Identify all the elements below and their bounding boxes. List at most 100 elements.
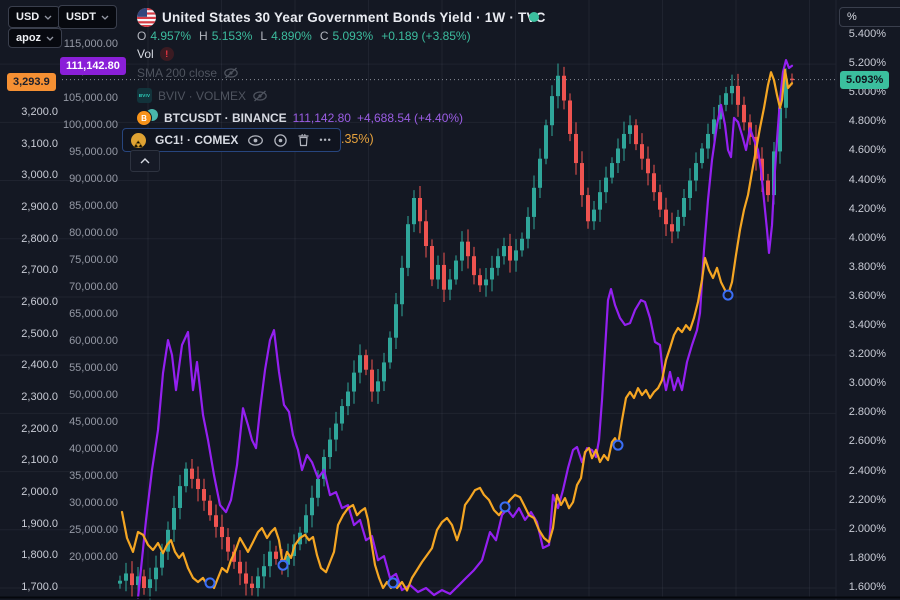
- open-label: O: [137, 29, 147, 43]
- btc-axis-label: 35,000.00: [69, 470, 118, 482]
- btc-axis-label: 20,000.00: [69, 551, 118, 563]
- gc1-partial-change-value: .35%): [341, 132, 374, 146]
- btc-line: [136, 58, 794, 600]
- gold-axis-label: 1,700.0: [21, 581, 58, 593]
- gc1-indicator-toolbar[interactable]: GC1! · COMEX •••: [122, 128, 341, 152]
- data-point-marker[interactable]: [277, 559, 289, 571]
- ohlc-values: O 4.957% H 5.153% L 4.890% C 5.093% +0.189 (…: [137, 29, 471, 43]
- btc-axis-label: 40,000.00: [69, 443, 118, 455]
- pair-dropdown[interactable]: USDT: [58, 5, 117, 29]
- eye-off-icon[interactable]: [252, 89, 268, 103]
- open-value: 4.957%: [150, 29, 192, 43]
- btc-axis-label: 25,000.00: [69, 524, 118, 536]
- volume-label: Vol: [137, 47, 154, 61]
- btc-axis-label: 60,000.00: [69, 335, 118, 347]
- sma-indicator-row[interactable]: SMA 200 close: [137, 66, 239, 80]
- btc-axis-label: 70,000.00: [69, 281, 118, 293]
- gold-line: [120, 68, 794, 592]
- yield-candles: [118, 63, 794, 600]
- more-options-icon[interactable]: •••: [319, 135, 332, 145]
- gold-axis-label: 2,100.0: [21, 454, 58, 467]
- settings-icon[interactable]: [273, 133, 288, 148]
- grid-lines: [0, 0, 836, 597]
- gold-axis-label: 2,700.0: [21, 264, 58, 277]
- chart-title: United States 30 Year Government Bonds Y…: [162, 10, 546, 25]
- gold-axis-label: 1,900.0: [21, 517, 58, 530]
- yield-axis-label: 1.600%: [848, 581, 886, 593]
- us-flag-icon: [137, 8, 156, 27]
- delete-icon[interactable]: [297, 133, 310, 147]
- account-dropdown[interactable]: apoz: [8, 28, 63, 48]
- bviv-label: BVIV · VOLMEX: [158, 88, 247, 103]
- eye-icon[interactable]: [247, 134, 264, 147]
- btc-axis-label: 100,000.00: [62, 119, 118, 131]
- btc-axis-label: 80,000.00: [69, 227, 118, 239]
- btc-axis-label: 50,000.00: [69, 389, 118, 401]
- data-point-marker[interactable]: [499, 501, 511, 513]
- close-value: 5.093%: [332, 29, 374, 43]
- bviv-indicator-row[interactable]: BVIV BVIV · VOLMEX: [137, 88, 268, 103]
- yield-axis-label: 3.800%: [848, 260, 886, 273]
- yield-axis-label: 3.000%: [848, 377, 886, 390]
- yield-axis-label: 3.600%: [848, 289, 886, 302]
- gc1-label: GC1! · COMEX: [155, 133, 239, 147]
- yield-axis-label: 5.000%: [848, 86, 886, 99]
- btcusdt-indicator-row[interactable]: B BTCUSDT · BINANCE 111,142.80 +4,688.54…: [136, 109, 463, 126]
- data-point-marker[interactable]: [387, 577, 399, 589]
- low-value: 4.890%: [271, 29, 312, 43]
- volume-error-icon[interactable]: !: [159, 47, 174, 61]
- gold-axis-label: 3,200.0: [21, 106, 58, 118]
- btc-axis-label: 85,000.00: [69, 200, 118, 212]
- btc-axis-label: 55,000.00: [69, 362, 118, 374]
- btc-axis-label: 65,000.00: [69, 308, 118, 320]
- high-label: H: [199, 29, 208, 43]
- chevron-down-icon: [46, 36, 54, 41]
- data-point-marker[interactable]: [204, 577, 216, 589]
- data-point-marker[interactable]: [612, 439, 624, 451]
- axis-unit-toggle[interactable]: %: [839, 7, 900, 27]
- gold-axis-label: 3,100.0: [21, 137, 58, 150]
- currency-dropdown-label: USD: [16, 11, 40, 23]
- chevron-down-icon: [44, 15, 52, 20]
- yield-axis-label: 4.200%: [848, 202, 886, 215]
- gold-axis-label: 2,400.0: [21, 359, 58, 372]
- btc-axis-label: 90,000.00: [69, 173, 118, 185]
- eye-off-icon[interactable]: [223, 66, 239, 80]
- yield-axis-label: 4.000%: [848, 231, 886, 244]
- pair-dropdown-label: USDT: [66, 11, 96, 23]
- yield-axis-label: 4.600%: [848, 144, 886, 157]
- yield-axis-label: 2.000%: [848, 522, 886, 535]
- gold-axis-label: 2,800.0: [21, 232, 58, 245]
- market-status-dot[interactable]: [529, 12, 539, 22]
- collapse-legend-button[interactable]: [130, 150, 160, 172]
- yield-axis-label: 2.800%: [848, 406, 886, 419]
- low-label: L: [260, 29, 268, 43]
- sma-label: SMA 200 close: [137, 66, 218, 80]
- btcusdt-value: 111,142.80: [292, 110, 351, 125]
- yield-axis-label: 2.200%: [848, 493, 886, 506]
- btcusdt-change: +4,688.54 (+4.40%): [356, 110, 464, 125]
- btc-axis-label: 30,000.00: [69, 497, 118, 509]
- gold-axis-label: 2,900.0: [21, 201, 58, 213]
- btc-axis-label: 75,000.00: [69, 254, 118, 266]
- yield-axis-label: 3.200%: [848, 348, 886, 361]
- gold-axis-label: 2,000.0: [21, 486, 58, 498]
- yield-axis-label: 1.800%: [848, 551, 886, 564]
- yield-axis-label: 3.400%: [848, 319, 886, 332]
- yield-axis-label: 4.800%: [848, 115, 886, 128]
- yield-axis-label: 5.400%: [848, 28, 886, 40]
- yield-last-price-badge: 5.093%: [840, 70, 890, 89]
- btc-last-price-badge: 111,142.80: [60, 56, 126, 75]
- volume-indicator-row[interactable]: Vol !: [137, 47, 174, 61]
- currency-dropdown[interactable]: USD: [8, 6, 61, 28]
- btcusdt-label: BTCUSDT · BINANCE: [164, 110, 287, 125]
- btcusdt-pair-icon: B: [136, 109, 158, 126]
- symbol-header[interactable]: United States 30 Year Government Bonds Y…: [137, 8, 546, 27]
- high-value: 5.153%: [211, 29, 253, 43]
- btc-axis-label: 45,000.00: [69, 416, 118, 428]
- gold-axis-label: 2,200.0: [21, 422, 58, 435]
- data-point-marker[interactable]: [722, 289, 734, 301]
- gold-last-price-badge: 3,293.9: [7, 73, 56, 92]
